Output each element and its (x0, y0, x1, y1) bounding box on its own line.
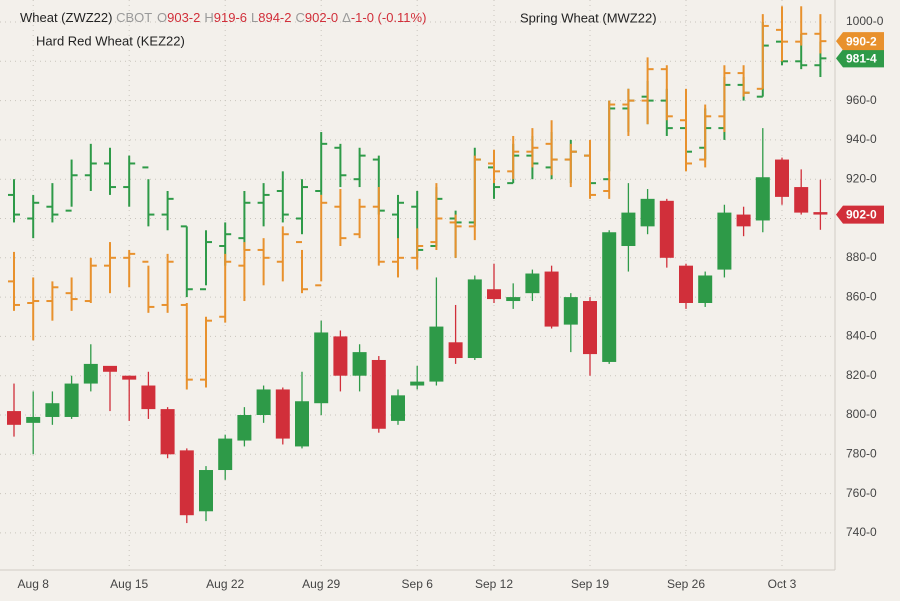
quote-value: 903-2 (167, 10, 200, 25)
x-tick-label: Aug 8 (18, 577, 50, 591)
candle-body (794, 187, 809, 213)
candle-body (410, 381, 425, 386)
candle-body (122, 375, 137, 380)
y-tick-label: 760-0 (846, 486, 877, 500)
candle-body (467, 279, 482, 359)
candle-body (659, 200, 674, 258)
candle-body (621, 212, 636, 247)
price-tag-label: 902-0 (846, 208, 877, 222)
candle-body (775, 159, 789, 197)
candle-body (717, 212, 732, 270)
x-tick-label: Sep 26 (667, 577, 705, 591)
y-tick-label: 800-0 (846, 407, 877, 421)
price-tag (836, 49, 884, 68)
exchange: CBOT (116, 10, 152, 25)
candle-body (448, 342, 463, 359)
candle-body (26, 416, 41, 423)
candle-body (199, 470, 213, 512)
quote-prefix: H (204, 10, 213, 25)
candle-body (256, 389, 271, 415)
legend-entry: Spring Wheat (MWZ22) (520, 10, 657, 25)
candle-body (83, 363, 98, 384)
candle-body (679, 265, 693, 303)
y-tick-label: 940-0 (846, 132, 877, 146)
y-tick-label: 840-0 (846, 329, 877, 343)
price-tag-label: 981-4 (846, 52, 877, 66)
quote-prefix: O (157, 10, 167, 25)
candle-body (391, 395, 405, 421)
candle-body (333, 336, 348, 376)
x-tick-label: Sep 19 (571, 577, 609, 591)
x-tick-label: Sep 6 (402, 577, 434, 591)
x-tick-label: Aug 22 (206, 577, 244, 591)
candle-body (45, 403, 60, 417)
quote: O903-2 H919-6 L894-2 C902-0 Δ-1-0 (-0.11%) (157, 10, 426, 25)
price-tag (836, 32, 884, 51)
quote-prefix: C (295, 10, 304, 25)
candle-body (314, 332, 329, 404)
x-tick-label: Oct 3 (768, 577, 797, 591)
legend-header: Wheat (ZWZ22) CBOT O903-2 H919-6 L894-2 C902… (20, 10, 426, 25)
candle-body (141, 385, 156, 410)
price-tag (836, 205, 884, 224)
quote-prefix: L (251, 10, 258, 25)
candle-body (352, 352, 367, 376)
candle-body (7, 411, 21, 425)
y-tick-label: 780-0 (846, 446, 877, 460)
y-tick-label: 860-0 (846, 289, 877, 303)
candle-body (295, 401, 309, 447)
candle-body (583, 301, 597, 355)
legend-entry: Hard Red Wheat (KEZ22) (36, 33, 185, 48)
y-tick-label: 920-0 (846, 171, 877, 185)
quote-prefix: Δ (342, 10, 351, 25)
candle-body (487, 289, 501, 300)
candle-body (160, 409, 175, 455)
candle-body (237, 415, 252, 441)
quote-value: -1-0 (-0.11%) (351, 10, 427, 25)
candle-body (698, 275, 713, 303)
candle-body (64, 383, 79, 417)
legend-entry: Wheat (ZWZ22) (20, 10, 112, 25)
candle-body (506, 297, 521, 302)
quote-value: 894-2 (258, 10, 291, 25)
price-tag-label: 990-2 (846, 34, 877, 48)
candle-body (736, 214, 751, 227)
quote-value: 902-0 (305, 10, 338, 25)
candle-body (755, 177, 770, 221)
candle-body (525, 273, 540, 294)
candle-body (602, 232, 617, 362)
candle-body (103, 365, 117, 372)
x-tick-label: Aug 29 (302, 577, 340, 591)
y-tick-label: 880-0 (846, 250, 877, 264)
candle-body (563, 297, 578, 325)
plot (0, 0, 835, 570)
candle-body (429, 326, 444, 382)
candle-body (275, 389, 290, 439)
y-tick-label: 1000-0 (846, 14, 884, 28)
candle-body (813, 212, 828, 215)
candle-body (544, 271, 559, 327)
quote-value: 919-6 (214, 10, 247, 25)
x-tick-label: Sep 12 (475, 577, 513, 591)
x-tick-label: Aug 15 (110, 577, 148, 591)
y-tick-label: 740-0 (846, 525, 877, 539)
candle-body (218, 438, 233, 471)
y-tick-label: 820-0 (846, 368, 877, 382)
candle-body (371, 359, 386, 429)
candle-body (179, 450, 194, 516)
y-tick-label: 960-0 (846, 93, 877, 107)
candle-body (640, 198, 655, 227)
